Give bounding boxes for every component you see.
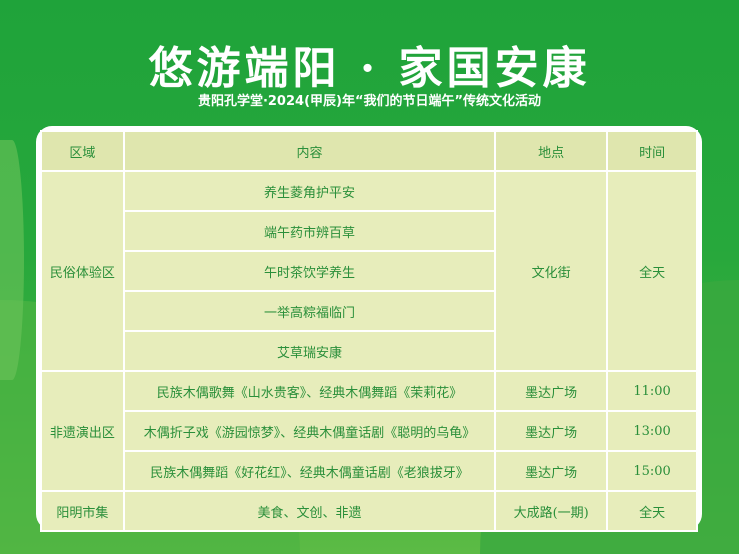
header-time: 时间 xyxy=(606,130,698,172)
page-subtitle: 贵阳孔学堂·2024(甲辰)年“我们的节日端午”传统文化活动 xyxy=(197,94,542,109)
time-cell: 全天 xyxy=(606,170,698,372)
page-title: 悠游端阳 · 家国安康 xyxy=(148,43,591,94)
table-row: 阳明市集 美食、文创、非遗 大成路(一期) 全天 xyxy=(40,490,698,532)
place-cell: 大成路(一期) xyxy=(494,490,609,532)
table-row: 艾草瑞安康 xyxy=(41,330,697,372)
table-row: 一举高粽福临门 xyxy=(41,290,697,332)
content-cell: 美食、文创、非遗 xyxy=(122,490,497,532)
place-cell: 墨达广场 xyxy=(494,450,609,492)
time-cell: 11:00 xyxy=(606,370,698,412)
content-cell: 民族木偶歌舞《山水贵客》、经典木偶舞蹈《茉莉花》 xyxy=(122,370,497,412)
content-cell: 端午药市辨百草 xyxy=(122,210,497,252)
table-header: 区域 内容 地点 时间 xyxy=(40,130,698,172)
table-row: 非遗演出区 民族木偶歌舞《山水贵客》、经典木偶舞蹈《茉莉花》 墨达广场 11:0… xyxy=(40,370,698,492)
area-cell: 民俗体验区 xyxy=(40,170,125,372)
time-cell: 15:00 xyxy=(606,450,698,492)
time-cell: 13:00 xyxy=(606,410,698,452)
header-content: 内容 xyxy=(122,130,497,172)
schedule-table: 区域 内容 地点 时间 民俗体验区 养生菱角护平安 文化街 全天 端午药市辨百草… xyxy=(40,130,698,532)
area-cell: 阳明市集 xyxy=(40,490,125,532)
content-cell: 木偶折子戏《游园惊梦》、经典木偶童话剧《聪明的乌龟》 xyxy=(122,410,497,452)
hill-decoration xyxy=(0,140,24,380)
content-cell: 一举高粽福临门 xyxy=(122,290,497,332)
content-cell: 艾草瑞安康 xyxy=(122,330,497,372)
place-cell: 墨达广场 xyxy=(494,410,609,452)
table-row: 木偶折子戏《游园惊梦》、经典木偶童话剧《聪明的乌龟》 墨达广场 13:00 xyxy=(41,410,698,452)
table-row: 民俗体验区 养生菱角护平安 文化街 全天 xyxy=(40,170,698,372)
content-cell: 午时茶饮学养生 xyxy=(122,250,497,292)
area-cell: 非遗演出区 xyxy=(40,370,125,492)
header-place: 地点 xyxy=(494,130,609,172)
place-cell: 墨达广场 xyxy=(494,370,609,412)
time-cell: 全天 xyxy=(606,490,698,532)
place-cell: 文化街 xyxy=(494,170,609,372)
header-area: 区域 xyxy=(40,130,125,172)
content-cell: 民族木偶舞蹈《好花红》、经典木偶童话剧《老狼拔牙》 xyxy=(122,450,497,492)
table-row: 午时茶饮学养生 xyxy=(41,250,697,292)
table-row: 民族木偶舞蹈《好花红》、经典木偶童话剧《老狼拔牙》 墨达广场 15:00 xyxy=(41,450,698,492)
content-cell: 养生菱角护平安 xyxy=(122,170,497,212)
table-row: 端午药市辨百草 xyxy=(41,210,697,252)
